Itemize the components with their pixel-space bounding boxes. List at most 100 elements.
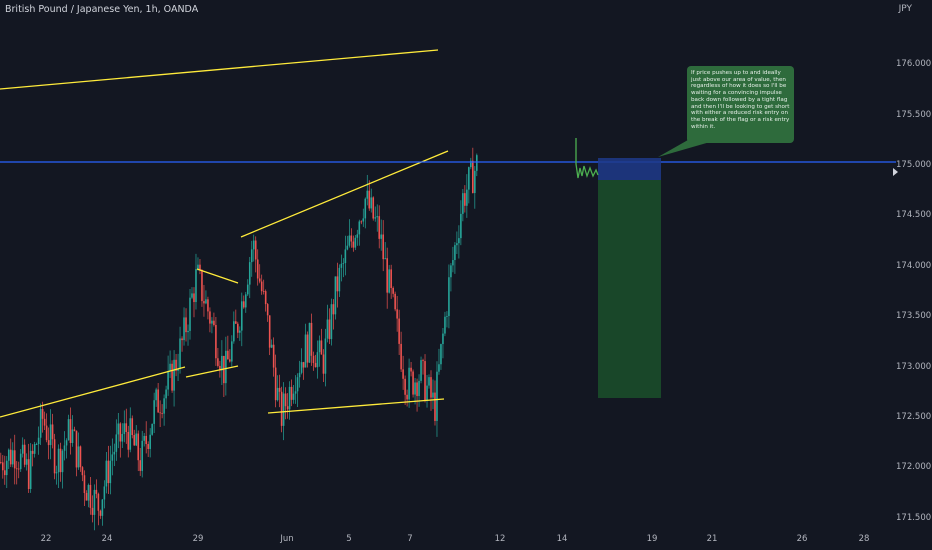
time-tick-label: 26: [796, 534, 808, 544]
candle-body: [35, 444, 38, 445]
candle-body: [470, 160, 472, 168]
projected-price-path[interactable]: [575, 138, 599, 179]
candle-body: [436, 371, 438, 421]
annotation-note[interactable]: If price pushes up to and ideally just a…: [687, 66, 794, 143]
candle-body: [221, 355, 223, 371]
candle-body: [195, 269, 197, 303]
candle-body: [320, 340, 323, 355]
candle-body: [147, 444, 149, 449]
candle-body: [370, 197, 373, 209]
candle-body: [189, 297, 191, 331]
flag-upper-trendline[interactable]: [196, 268, 239, 284]
candle-body: [358, 221, 361, 235]
candle-body: [334, 276, 337, 315]
candle-body: [3, 470, 6, 476]
candle-body: [145, 435, 147, 445]
candle-body: [131, 418, 134, 436]
candle-body: [294, 391, 297, 394]
price-tick-label: 171.500: [896, 513, 932, 523]
candle-body: [260, 281, 263, 292]
candle-body: [310, 322, 313, 356]
lower-channel-trendline[interactable]: [0, 366, 186, 418]
candle-body: [254, 240, 257, 260]
candle-body: [219, 365, 221, 371]
candle-body: [252, 240, 255, 250]
candle-body: [177, 369, 179, 371]
candle-body: [258, 278, 261, 282]
candle-body: [217, 358, 219, 366]
wedge-lower-trendline[interactable]: [267, 398, 445, 414]
candle-body: [444, 316, 446, 334]
candle-body: [322, 354, 325, 374]
price-tick-label: 174.000: [896, 261, 932, 271]
candle-body: [442, 333, 444, 345]
candle-body: [127, 431, 130, 450]
candle-body: [225, 350, 227, 384]
candle-body: [288, 386, 291, 410]
symbol-title[interactable]: British Pound / Japanese Yen, 1h, OANDA: [5, 4, 199, 15]
candle-body: [464, 193, 466, 206]
candle-body: [446, 316, 448, 317]
candle-body: [342, 263, 345, 264]
candle-body: [336, 276, 339, 292]
candle-body: [151, 423, 153, 435]
candle-body: [11, 450, 14, 465]
candle-body: [133, 435, 136, 446]
candle-body: [209, 311, 211, 324]
candle-body: [456, 243, 458, 246]
price-tick-label: 172.000: [896, 462, 932, 472]
candle-body: [23, 444, 26, 465]
candle-body: [179, 338, 181, 370]
candle-body: [45, 425, 48, 441]
time-tick-label: 12: [494, 534, 506, 544]
candle-body: [376, 216, 379, 218]
candle-body: [175, 359, 177, 371]
candle-body: [338, 267, 341, 292]
price-tick-label: 175.000: [896, 160, 932, 170]
candle-body: [428, 377, 430, 386]
candle-body: [135, 433, 138, 446]
candle-body: [155, 389, 157, 401]
candle-body: [205, 299, 207, 304]
candle-body: [418, 380, 420, 397]
candle-body: [231, 341, 233, 362]
candle-body: [115, 434, 118, 452]
candle-body: [286, 406, 289, 410]
candle-body: [312, 355, 315, 364]
candle-body: [153, 400, 155, 424]
time-tick-label: Jun: [280, 534, 294, 544]
candle-body: [422, 360, 424, 362]
price-tick-label: 174.500: [896, 210, 932, 220]
time-tick-label: 24: [101, 534, 113, 544]
candle-body: [229, 359, 231, 362]
stop-loss-zone[interactable]: [598, 158, 661, 180]
time-tick-label: 7: [407, 534, 413, 544]
upper-channel-trendline[interactable]: [0, 49, 439, 90]
candle-body: [408, 367, 410, 400]
candle-body: [460, 213, 462, 239]
candle-body: [430, 377, 432, 398]
candle-body: [75, 430, 78, 468]
candle-body: [203, 301, 205, 304]
candle-body: [384, 258, 386, 260]
take-profit-zone[interactable]: [598, 180, 661, 398]
last-price-marker-icon: [893, 168, 898, 176]
candle-body: [13, 450, 16, 469]
time-tick-label: 29: [192, 534, 204, 544]
time-tick-label: 19: [646, 534, 658, 544]
candle-body: [105, 460, 108, 487]
candle-body: [129, 418, 132, 450]
candle-body: [163, 398, 165, 414]
wedge-upper-trendline[interactable]: [240, 150, 449, 238]
candle-body: [215, 325, 217, 359]
candle-body: [15, 468, 18, 470]
candle-body: [41, 408, 44, 419]
candle-body: [458, 238, 460, 244]
candle-body: [173, 359, 175, 391]
flag-lower-trendline[interactable]: [185, 365, 239, 378]
candle-body: [390, 269, 392, 288]
candle-body: [91, 507, 94, 515]
candle-body: [119, 423, 122, 442]
candle-body: [185, 317, 187, 333]
